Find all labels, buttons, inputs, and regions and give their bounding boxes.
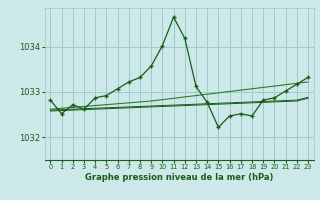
X-axis label: Graphe pression niveau de la mer (hPa): Graphe pression niveau de la mer (hPa) [85, 173, 273, 182]
